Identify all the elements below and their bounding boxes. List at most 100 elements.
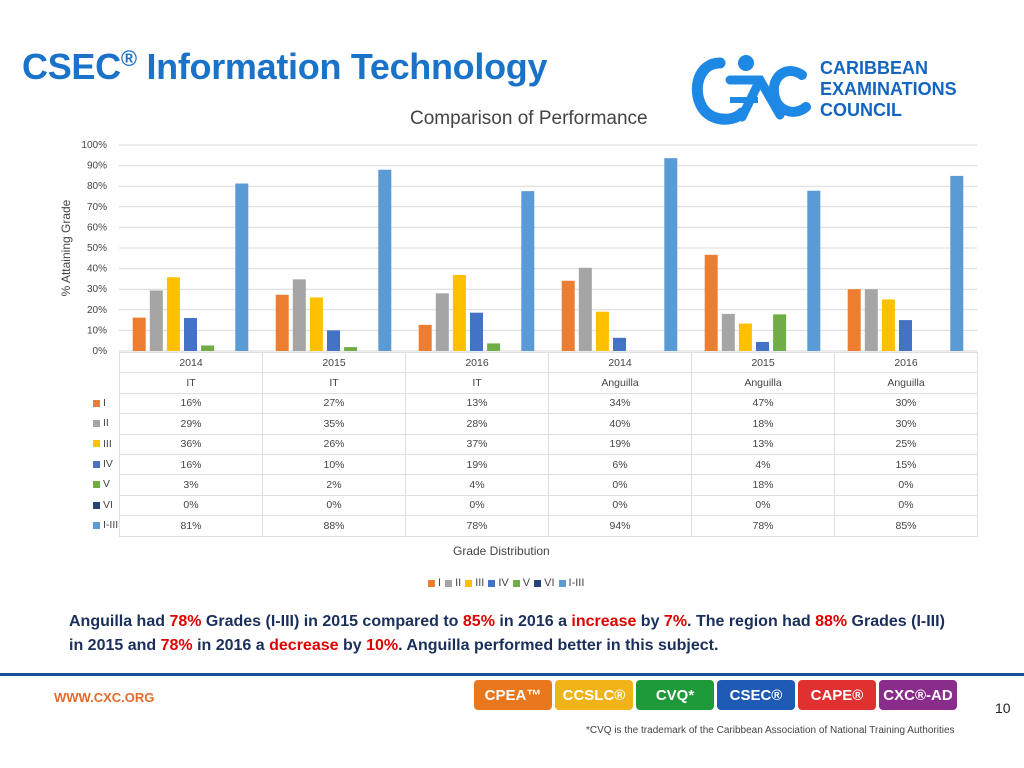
table-cell: 0% — [548, 474, 692, 496]
legend-swatch — [488, 579, 496, 587]
y-tick-label: 50% — [87, 243, 107, 254]
y-tick-label: 70% — [87, 202, 107, 213]
legend-item-i-iii: I-III — [558, 577, 584, 589]
series-name: III — [103, 437, 112, 450]
series-name: V — [103, 478, 111, 491]
series-key-iv: IV — [93, 458, 131, 470]
y-tick-label: 80% — [87, 181, 107, 192]
summary-highlight: 88% — [815, 613, 848, 630]
legend-label: IV — [498, 577, 509, 589]
bar-i-iii-3 — [664, 158, 678, 351]
table-cell: 18% — [691, 413, 835, 435]
bar-ii-1 — [292, 279, 306, 351]
slide-title: CSEC® Information Technology — [22, 46, 548, 87]
table-row: 16% 27% 13% 34% 47% 30% — [119, 392, 978, 415]
legend-item-ii: II — [445, 577, 461, 589]
table-cell: 85% — [834, 515, 978, 537]
table-cell: 78% — [405, 515, 549, 537]
category-year: 2014 — [548, 351, 692, 374]
table-cell: 18% — [691, 474, 835, 496]
legend-label: VI — [544, 577, 555, 589]
badge-cpea[interactable]: CPEA™ — [474, 680, 552, 710]
summary-segment: by — [338, 637, 367, 654]
summary-highlight: 78% — [169, 613, 202, 630]
series-name: I — [103, 396, 106, 409]
table-cell: 2% — [262, 474, 406, 496]
chart-title: Comparison of Performance — [410, 108, 648, 129]
legend-label: V — [522, 577, 531, 589]
table-cell: 47% — [691, 392, 835, 415]
series-key-vi: VI — [93, 499, 131, 511]
series-key-ii: II — [93, 417, 131, 429]
y-tick-label: 40% — [87, 264, 107, 275]
bar-iv-0 — [184, 318, 197, 351]
y-tick-label: 30% — [87, 284, 107, 295]
legend-swatch — [428, 579, 435, 587]
footnote: *CVQ is the trademark of the Caribbean A… — [586, 725, 955, 736]
table-cell: 30% — [834, 392, 978, 415]
series-key-i-iii: I-III — [93, 519, 131, 531]
legend-swatch — [93, 481, 100, 489]
y-tick-label: 10% — [87, 325, 107, 336]
bar-iii-1 — [309, 297, 323, 351]
summary-segment: . The region had — [687, 613, 816, 630]
bar-ii-2 — [435, 293, 449, 351]
series-name: I-III — [103, 519, 119, 532]
bar-i-4 — [704, 254, 718, 351]
bar-i-2 — [418, 324, 432, 351]
y-tick-label: 100% — [81, 140, 107, 151]
summary-highlight: 10% — [366, 637, 399, 654]
table-cell: 40% — [548, 413, 692, 435]
badge-csec[interactable]: CSEC® — [717, 680, 795, 710]
badge-cxc-ad[interactable]: CXC®-AD — [879, 680, 957, 710]
table-cell: 0% — [834, 494, 978, 517]
table-row: 16% 10% 19% 6% 4% 15% — [119, 453, 978, 476]
legend-swatch — [93, 440, 100, 448]
table-row: 29% 35% 28% 40% 18% 30% — [119, 413, 978, 435]
legend-swatch — [534, 579, 542, 587]
table-cell: 26% — [262, 433, 406, 455]
summary-highlight: 85% — [462, 613, 495, 630]
badge-cvq[interactable]: CVQ* — [636, 680, 714, 710]
summary-segment: in 2016 a — [494, 613, 572, 630]
table-cell: 0% — [834, 474, 978, 496]
table-row: 81% 88% 78% 94% 78% 85% — [119, 515, 978, 537]
category-year: 2016 — [405, 351, 549, 374]
bar-iv-5 — [899, 320, 912, 351]
website-link[interactable]: WWW.CXC.ORG — [54, 690, 155, 705]
summary-text: Anguilla had 78% Grades (I-III) in 2015 … — [69, 610, 949, 658]
bar-i-1 — [275, 294, 289, 351]
legend-item-iv: IV — [488, 577, 509, 589]
table-cell: 94% — [548, 515, 692, 537]
legend-label: III — [475, 577, 485, 589]
badge-cape[interactable]: CAPE® — [798, 680, 876, 710]
badge-ccslc[interactable]: CCSLC® — [555, 680, 633, 710]
bar-i-3 — [561, 280, 575, 351]
footer-divider — [0, 673, 1024, 676]
y-tick-label: 60% — [87, 222, 107, 233]
legend-swatch — [445, 579, 453, 587]
summary-highlight: 7% — [663, 613, 688, 630]
table-cell: 88% — [262, 515, 406, 537]
summary-segment: Grades (I-III) in 2015 and — [69, 613, 945, 654]
series-key-iii: III — [93, 438, 131, 450]
table-cell: 19% — [548, 433, 692, 455]
table-cell: 36% — [119, 433, 263, 455]
bar-ii-3 — [578, 267, 592, 351]
series-key-i: I — [93, 397, 131, 409]
legend-swatch — [558, 579, 566, 587]
bar-v-0 — [201, 345, 215, 351]
category-group: Anguilla — [834, 372, 978, 394]
series-name: IV — [103, 458, 113, 470]
category-year: 2015 — [262, 351, 406, 374]
legend-item-vi: VI — [534, 577, 555, 589]
bar-iii-3 — [595, 311, 609, 351]
x-axis-title: Grade Distribution — [453, 544, 550, 558]
bar-iv-3 — [613, 337, 626, 351]
table-cell: 0% — [548, 494, 692, 517]
logo-text: CARIBBEAN EXAMINATIONS COUNCIL — [820, 58, 957, 120]
bar-i-iii-5 — [950, 175, 964, 351]
table-cell: 0% — [405, 494, 549, 517]
program-badges: CPEA™ CCSLC® CVQ* CSEC® CAPE® CXC®-AD — [474, 680, 957, 710]
legend-swatch — [93, 399, 100, 407]
